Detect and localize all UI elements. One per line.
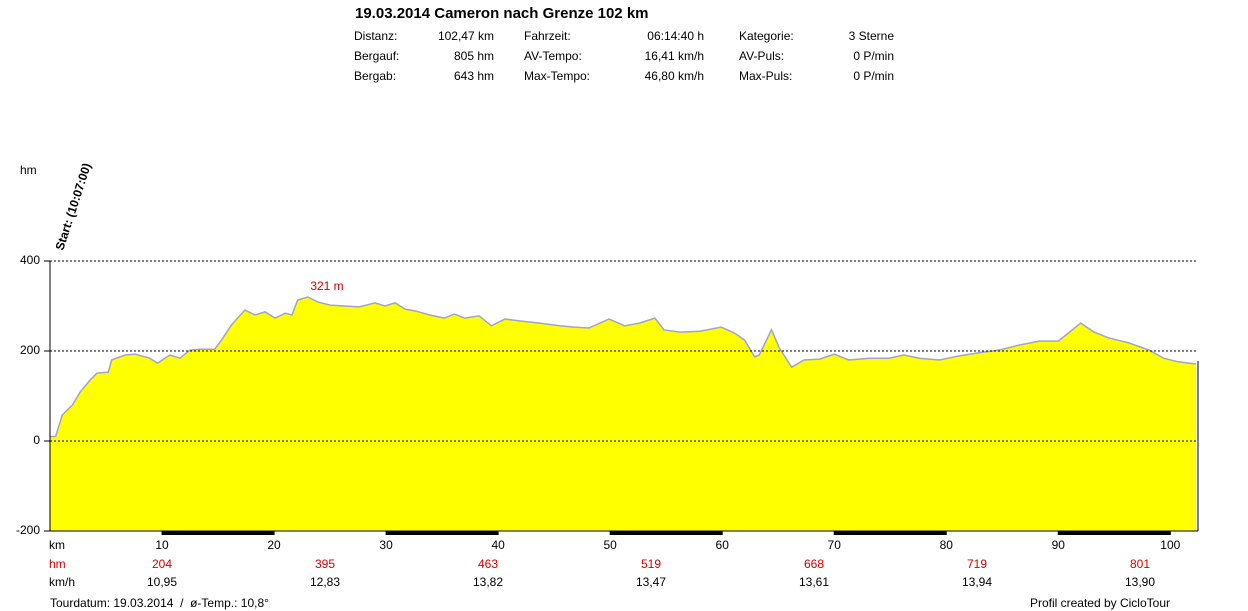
stat-value: 46,80 km/h — [645, 69, 704, 83]
hm-value: 463 — [478, 557, 498, 571]
scale-stripe — [610, 531, 723, 535]
y-axis-label: hm — [20, 163, 37, 177]
hm-value: 801 — [1130, 557, 1150, 571]
stat-label: Bergab: — [354, 69, 396, 83]
y-tick-label: 400 — [20, 253, 40, 267]
x-tick-label: 40 — [491, 538, 505, 552]
stat-value: 06:14:40 h — [647, 29, 704, 43]
stat-value: 102,47 km — [438, 29, 494, 43]
stat-label: Kategorie: — [739, 29, 794, 43]
x-tick-label: 50 — [603, 538, 617, 552]
hm-row-label: hm — [49, 557, 66, 571]
elevation-area — [50, 297, 1197, 531]
scale-stripe — [834, 531, 947, 535]
footer-left: Tourdatum: 19.03.2014 / ø-Temp.: 10,8° — [50, 596, 269, 610]
x-tick-label: 60 — [716, 538, 730, 552]
stat-label: AV-Puls: — [739, 49, 784, 63]
kmh-value: 12,83 — [310, 575, 340, 589]
x-tick-label: 70 — [828, 538, 842, 552]
hm-value: 668 — [804, 557, 824, 571]
kmh-value: 10,95 — [147, 575, 177, 589]
stat-label: Distanz: — [354, 29, 397, 43]
x-tick-label: 80 — [940, 538, 954, 552]
hm-value: 519 — [641, 557, 661, 571]
title: 19.03.2014 Cameron nach Grenze 102 km — [355, 5, 649, 22]
x-axis-label: km — [49, 538, 65, 552]
scale-stripe — [162, 531, 275, 535]
footer-right: Profil created by CicloTour — [1030, 596, 1170, 610]
hm-value: 719 — [967, 557, 987, 571]
kmh-value: 13,82 — [473, 575, 503, 589]
x-tick-label: 30 — [379, 538, 393, 552]
x-tick-label: 90 — [1052, 538, 1066, 552]
x-tick-label: 20 — [267, 538, 281, 552]
hm-value: 204 — [152, 557, 172, 571]
stat-value: 805 hm — [454, 49, 494, 63]
kmh-value: 13,94 — [962, 575, 992, 589]
x-tick-label: 10 — [155, 538, 169, 552]
kmh-value: 13,47 — [636, 575, 666, 589]
y-tick-label: 200 — [20, 343, 40, 357]
y-tick-label: -200 — [16, 523, 40, 537]
scale-stripe — [386, 531, 499, 535]
max-label: 321 m — [310, 279, 343, 293]
stat-label: AV-Tempo: — [524, 49, 582, 63]
stat-value: 16,41 km/h — [645, 49, 704, 63]
stat-label: Max-Puls: — [739, 69, 792, 83]
kmh-row-label: km/h — [49, 575, 75, 589]
elevation-line — [50, 296, 1197, 438]
scale-stripe — [1058, 531, 1171, 535]
stat-value: 0 P/min — [853, 49, 894, 63]
x-tick-label: 100 — [1160, 538, 1180, 552]
stat-label: Fahrzeit: — [524, 29, 571, 43]
stat-value: 643 hm — [454, 69, 494, 83]
y-tick-label: 0 — [33, 433, 40, 447]
stat-label: Max-Tempo: — [524, 69, 590, 83]
stat-value: 3 Sterne — [849, 29, 895, 43]
kmh-value: 13,90 — [1125, 575, 1155, 589]
start-label: Start: (10:07:00) — [53, 161, 94, 252]
kmh-value: 13,61 — [799, 575, 829, 589]
stat-value: 0 P/min — [853, 69, 894, 83]
hm-value: 395 — [315, 557, 335, 571]
stat-label: Bergauf: — [354, 49, 399, 63]
